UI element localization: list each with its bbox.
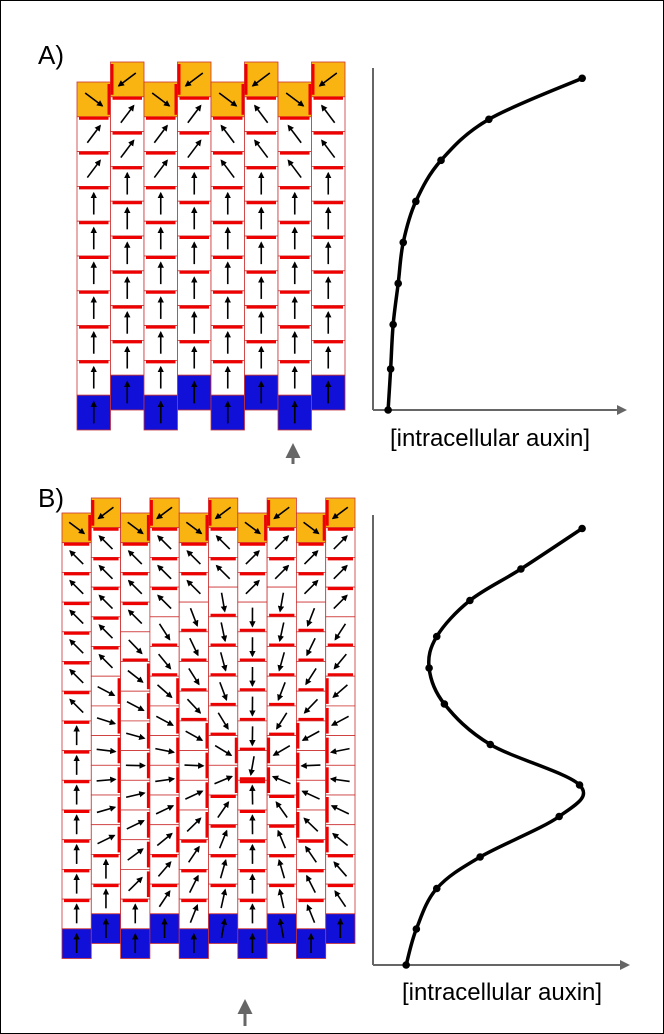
cell-grid (62, 498, 355, 959)
profile-point (441, 700, 449, 708)
profile-point (433, 633, 441, 641)
profile-point (399, 239, 407, 247)
profile-point (389, 321, 397, 329)
profile-point (384, 406, 392, 414)
panel-label: B) (38, 483, 64, 513)
profile-point (466, 597, 474, 605)
figure: A) B) [intracellular auxin] [intracellul… (0, 0, 664, 1034)
profile-point (578, 74, 586, 82)
panel-label: A) (38, 40, 64, 70)
profile-point (517, 565, 525, 573)
profile-point (576, 781, 584, 789)
profile-point (555, 813, 563, 821)
profile-point (425, 664, 433, 672)
flux-arrow (302, 765, 321, 766)
profile-point (394, 280, 402, 288)
cell-grid (77, 62, 345, 430)
profile-point (413, 925, 421, 933)
x-axis-label: [intracellular auxin] (402, 979, 602, 1006)
profile-point (487, 741, 495, 749)
profile-point (433, 885, 441, 893)
flux-arrow (184, 765, 203, 766)
profile-point (402, 961, 410, 969)
profile-point (476, 853, 484, 861)
x-axis-label: [intracellular auxin] (390, 425, 590, 452)
profile-point (485, 116, 493, 124)
profile-point (437, 157, 445, 165)
profile-point (578, 525, 586, 533)
profile-point (387, 365, 395, 373)
profile-point (412, 198, 420, 206)
